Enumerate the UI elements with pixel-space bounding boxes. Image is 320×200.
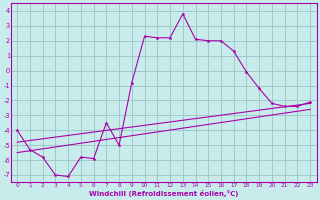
X-axis label: Windchill (Refroidissement éolien,°C): Windchill (Refroidissement éolien,°C) [89, 190, 238, 197]
